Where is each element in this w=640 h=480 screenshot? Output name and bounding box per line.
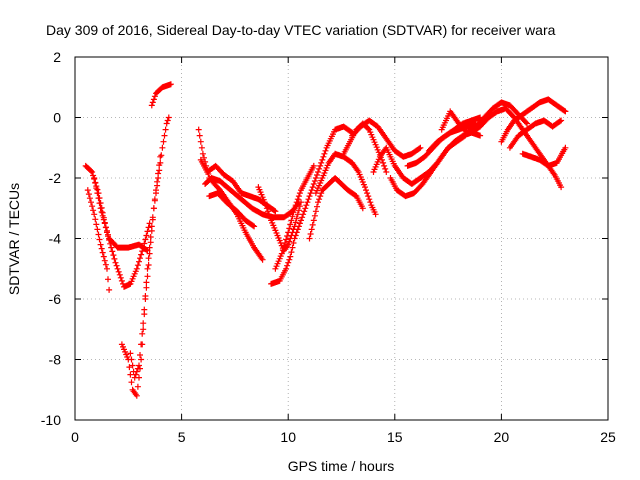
- data-point-markers: [195, 126, 266, 263]
- y-tick-label: -6: [49, 291, 62, 307]
- series-track-4: [118, 114, 172, 399]
- x-tick-label: 25: [600, 429, 616, 445]
- series-track-21: [425, 114, 484, 154]
- series-track-10: [206, 190, 258, 230]
- series-track-26: [519, 150, 565, 191]
- data-point-markers: [84, 187, 113, 293]
- series-track-9: [202, 175, 302, 221]
- x-tick-label: 20: [494, 429, 510, 445]
- data-point-markers: [272, 162, 317, 272]
- data-point-markers: [349, 117, 424, 160]
- x-tick-label: 0: [71, 429, 79, 445]
- y-tick-label: 0: [53, 110, 61, 126]
- axis-ticks: 0 5 10 15 20 25 -10 -8 -6 -4 -2 0 2: [41, 49, 616, 445]
- series-track-11: [255, 184, 304, 254]
- x-tick-label: 10: [280, 429, 296, 445]
- series-track-7: [195, 126, 266, 263]
- series-track-19: [387, 132, 469, 200]
- series-track-3: [91, 175, 151, 254]
- data-point-markers: [506, 117, 565, 151]
- series-track-2: [84, 187, 113, 293]
- series-track-1: [82, 162, 153, 290]
- y-tick-label: -4: [49, 231, 62, 247]
- x-tick-label: 5: [178, 429, 186, 445]
- series-track-8: [197, 156, 279, 215]
- series-track-12: [268, 123, 356, 287]
- y-tick-label: -2: [49, 170, 62, 186]
- y-axis-label: SDTVAR / TECUs: [6, 183, 22, 295]
- series-track-15: [312, 150, 379, 218]
- data-point-markers: [498, 96, 569, 145]
- data-point-markers: [306, 175, 366, 242]
- data-point-markers: [387, 132, 469, 200]
- series-track-25: [506, 117, 565, 151]
- data-point-markers: [197, 156, 279, 215]
- x-axis-label: GPS time / hours: [288, 458, 395, 474]
- data-point-markers: [519, 150, 565, 191]
- data-point-markers: [206, 190, 258, 230]
- series-track-5: [127, 153, 164, 381]
- series-track-24: [498, 96, 569, 145]
- chart-title: Day 309 of 2016, Sidereal Day-to-day VTE…: [46, 22, 556, 38]
- data-point-markers: [148, 81, 174, 109]
- data-point-markers: [202, 175, 302, 221]
- data-point-markers: [82, 162, 153, 290]
- y-tick-label: -10: [41, 412, 61, 428]
- data-point-markers: [118, 114, 172, 399]
- y-tick-label: 2: [53, 49, 61, 65]
- x-tick-label: 15: [387, 429, 403, 445]
- data-point-markers: [425, 114, 484, 154]
- data-point-markers: [255, 184, 304, 254]
- series-track-14: [306, 175, 366, 242]
- series-track-13: [272, 162, 317, 272]
- data-point-markers: [127, 153, 164, 381]
- data-point-markers: [312, 150, 379, 218]
- data-point-markers: [268, 123, 356, 287]
- series-track-6: [148, 81, 174, 109]
- series-track-17: [349, 117, 424, 160]
- data-markers: [82, 81, 569, 399]
- y-tick-label: -8: [49, 352, 62, 368]
- data-point-markers: [91, 175, 151, 254]
